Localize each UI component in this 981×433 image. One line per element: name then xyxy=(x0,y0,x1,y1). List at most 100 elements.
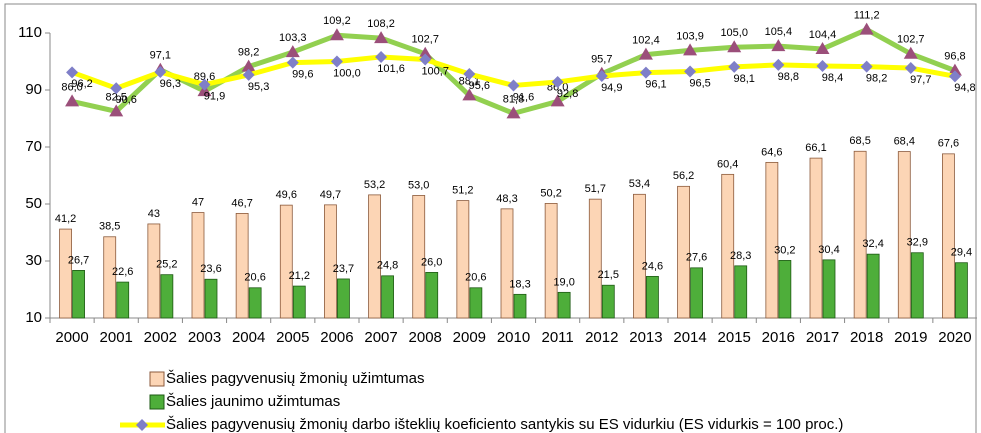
bar-value-label: 25,2 xyxy=(156,259,177,271)
line-value-label: 95,3 xyxy=(248,81,269,93)
bar-value-label: 53,0 xyxy=(408,179,429,191)
marker xyxy=(66,66,79,79)
bar xyxy=(292,285,306,319)
bar-value-label: 30,4 xyxy=(818,244,839,256)
x-tick-label: 2018 xyxy=(850,329,883,346)
line-value-label: 105,0 xyxy=(720,27,748,39)
line-value-label: 96,2 xyxy=(71,78,92,90)
bar xyxy=(601,284,615,319)
x-tick-label: 2013 xyxy=(629,329,662,346)
marker xyxy=(772,58,785,71)
line-value-label: 97,1 xyxy=(150,50,171,62)
marker xyxy=(374,31,389,44)
bar xyxy=(677,185,690,319)
x-tick-label: 2006 xyxy=(320,329,353,346)
bar-value-label: 68,5 xyxy=(849,135,870,147)
bar-value-label: 29,4 xyxy=(951,247,972,259)
x-tick-label: 2010 xyxy=(497,329,530,346)
bar xyxy=(116,281,130,319)
bar-value-label: 23,7 xyxy=(333,263,354,275)
line-value-label: 98,2 xyxy=(238,47,259,59)
bar xyxy=(500,208,514,319)
line-value-label: 81,8 xyxy=(503,93,524,105)
x-tick-label: 2000 xyxy=(55,329,88,346)
bar-value-label: 20,6 xyxy=(244,272,265,284)
line-value-label: 98,4 xyxy=(822,72,843,84)
x-tick-label: 2020 xyxy=(938,329,971,346)
line-value-label: 103,9 xyxy=(676,30,704,42)
chart-frame xyxy=(4,3,977,433)
line-value-label: 96,5 xyxy=(689,77,710,89)
bar-value-label: 21,5 xyxy=(598,269,619,281)
marker xyxy=(462,88,477,101)
bar-value-label: 26,7 xyxy=(68,254,89,266)
bar xyxy=(248,287,262,319)
x-tick-label: 2005 xyxy=(276,329,309,346)
bar xyxy=(942,153,955,319)
bar-value-label: 24,6 xyxy=(642,260,663,272)
x-tick-label: 2009 xyxy=(453,329,486,346)
line-value-label: 91,9 xyxy=(204,90,225,102)
line-value-label: 95,7 xyxy=(591,54,612,66)
y-tick-label: 50 xyxy=(25,195,42,212)
bar-value-label: 30,2 xyxy=(774,244,795,256)
bar xyxy=(469,287,483,319)
line-value-label: 103,3 xyxy=(279,32,307,44)
line-value-label: 88,1 xyxy=(459,75,480,87)
marker xyxy=(639,66,652,79)
bar xyxy=(853,150,867,319)
marker xyxy=(595,70,608,83)
marker xyxy=(683,43,698,56)
bar xyxy=(368,194,381,319)
bar-value-label: 47 xyxy=(192,196,204,208)
legend-marker xyxy=(136,419,148,431)
bar xyxy=(191,212,205,319)
marker xyxy=(109,104,124,117)
line-value-label: 105,4 xyxy=(765,26,793,38)
bar xyxy=(690,267,703,319)
bar xyxy=(866,253,880,319)
marker xyxy=(903,46,918,59)
x-tick-label: 2017 xyxy=(806,329,839,346)
marker xyxy=(110,82,123,95)
bar xyxy=(544,203,558,319)
marker xyxy=(551,76,564,89)
bar xyxy=(147,223,161,319)
legend-label: Šalies pagyvenusių žmonių darbo išteklių… xyxy=(166,416,843,433)
marker xyxy=(241,59,256,72)
line-value-label: 99,6 xyxy=(292,69,313,81)
bar-value-label: 21,2 xyxy=(289,270,310,282)
x-tick-label: 2008 xyxy=(409,329,442,346)
bar-value-label: 19,0 xyxy=(553,276,574,288)
marker xyxy=(418,46,433,59)
line-value-label: 95,6 xyxy=(469,80,490,92)
marker xyxy=(947,63,962,76)
line-value-label: 98,1 xyxy=(734,73,755,85)
marker xyxy=(727,40,742,53)
line-value-label: 98,2 xyxy=(866,73,887,85)
bar xyxy=(324,204,337,319)
bar xyxy=(955,262,968,319)
bar-value-label: 43 xyxy=(148,208,160,220)
bar-value-label: 56,2 xyxy=(673,170,694,182)
bar xyxy=(778,260,792,319)
bar xyxy=(513,293,527,319)
line-value-label: 109,2 xyxy=(323,15,351,27)
bar xyxy=(160,274,174,319)
line-value-label: 96,8 xyxy=(944,51,965,63)
bar-value-label: 64,6 xyxy=(761,146,782,158)
bar-value-label: 48,3 xyxy=(496,193,517,205)
line-value-label: 90,6 xyxy=(116,94,137,106)
bar-value-label: 32,4 xyxy=(862,238,883,250)
y-tick-label: 70 xyxy=(25,138,42,155)
line-value-label: 86,0 xyxy=(61,81,82,93)
bar-value-label: 18,3 xyxy=(509,278,530,290)
x-tick-label: 2011 xyxy=(542,329,574,346)
marker xyxy=(375,50,388,63)
legend-label: Šalies jaunimo užimtumas xyxy=(166,393,340,410)
bar-value-label: 22,6 xyxy=(112,266,133,278)
bar-value-label: 24,8 xyxy=(377,260,398,272)
bar-value-label: 66,1 xyxy=(805,142,826,154)
line-value-label: 108,2 xyxy=(367,18,395,30)
bar-value-label: 23,6 xyxy=(200,263,221,275)
